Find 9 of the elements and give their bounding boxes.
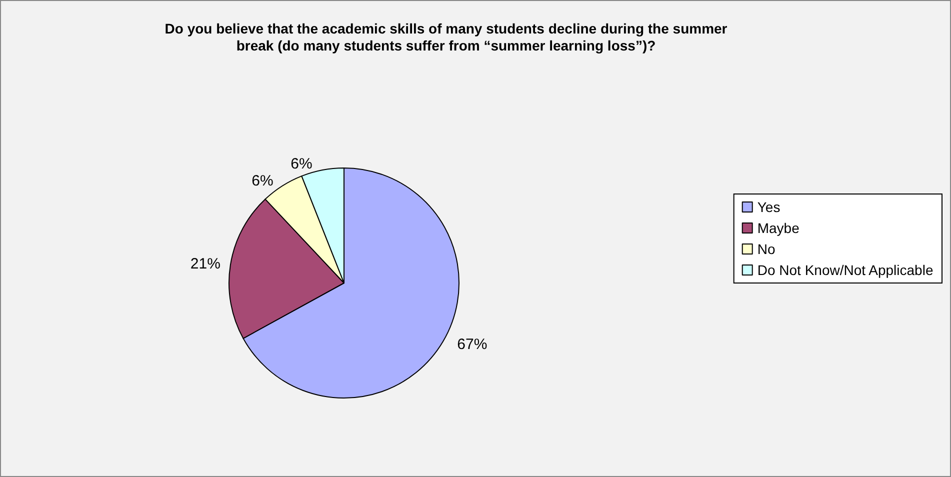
legend-label: Do Not Know/Not Applicable <box>757 262 934 278</box>
data-label: 67% <box>457 336 488 354</box>
data-label: 6% <box>290 156 312 173</box>
legend-label: Maybe <box>757 220 800 236</box>
legend-label: Yes <box>757 199 780 215</box>
chart-title: Do you believe that the academic skills of many students decline during the summer break (do many students suffer from “summer learning loss”)? <box>164 20 728 54</box>
data-label: 6% <box>252 172 274 190</box>
data-label: 21% <box>190 256 220 273</box>
legend-label: No <box>757 241 776 257</box>
